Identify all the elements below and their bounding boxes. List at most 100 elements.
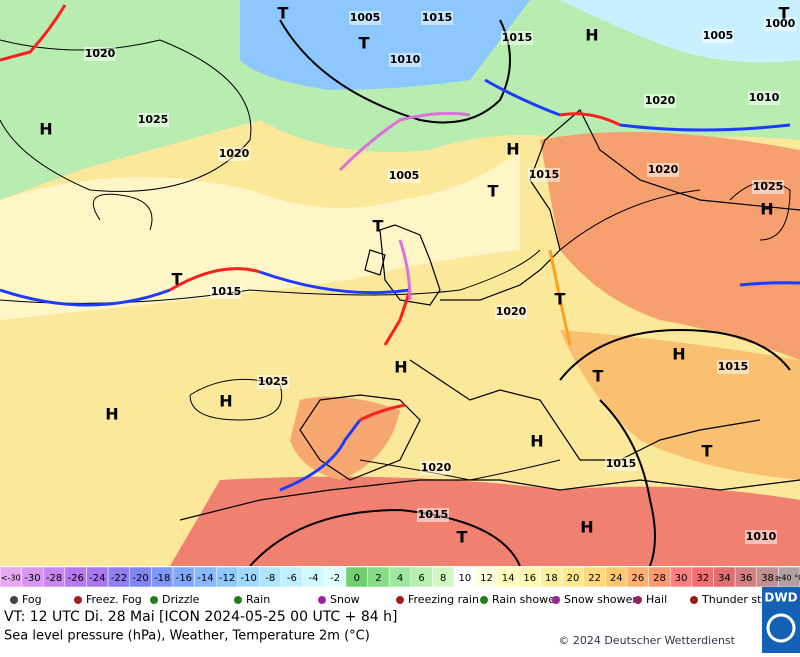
pressure-center: H <box>530 432 543 451</box>
weather-icon <box>318 596 326 604</box>
scale-label: -12 <box>219 573 235 584</box>
pressure-label: 1025 <box>138 113 169 126</box>
pressure-center: H <box>760 200 773 219</box>
pressure-label: 1015 <box>422 11 453 24</box>
pressure-label: 1010 <box>390 53 421 66</box>
scale-label: 20 <box>567 573 580 584</box>
label-bg <box>752 180 784 194</box>
map-labels: 1005 1015 1020 1010 1015 1005 1000 1025 1020 1005… <box>39 4 796 547</box>
scale-label: -22 <box>111 573 127 584</box>
scale-label: -18 <box>154 573 170 584</box>
label-bg <box>417 508 449 522</box>
weather-label: Fog <box>22 593 42 606</box>
weather-icon <box>396 596 404 604</box>
pressure-label: 1015 <box>718 360 749 373</box>
pressure-label: 1025 <box>258 375 289 388</box>
subtitle: Sea level pressure (hPa), Weather, Tempe… <box>4 629 370 644</box>
label-bg <box>528 168 560 182</box>
scale-label: -2 <box>330 573 340 584</box>
scale-label: -24 <box>89 573 105 584</box>
weather-icon <box>480 596 488 604</box>
pressure-label: 1015 <box>606 457 637 470</box>
pressure-center: T <box>359 34 370 53</box>
scale-label: -4 <box>309 573 319 584</box>
scale-label: 8 <box>440 573 446 584</box>
pressure-label: 1005 <box>350 11 381 24</box>
weather-label: Freez. Fog <box>86 593 142 606</box>
label-bg <box>495 305 527 319</box>
pressure-center: H <box>672 345 685 364</box>
pressure-center: T <box>555 290 566 309</box>
pressure-label: 1020 <box>645 94 676 107</box>
pressure-label: 1015 <box>211 285 242 298</box>
label-bg <box>420 461 452 475</box>
pressure-center: H <box>580 518 593 537</box>
scale-label: 6 <box>418 573 424 584</box>
scale-label: 0 <box>354 573 360 584</box>
scale-label: 10 <box>458 573 471 584</box>
pressure-label: 1005 <box>703 29 734 42</box>
scale-label: 30 <box>675 573 688 584</box>
pressure-center: H <box>506 140 519 159</box>
pressure-center: H <box>105 405 118 424</box>
pressure-center: T <box>172 270 183 289</box>
label-bg <box>748 91 780 105</box>
weather-icon <box>234 596 242 604</box>
scale-label: -10 <box>240 573 256 584</box>
label-bg <box>605 457 637 471</box>
pressure-center: T <box>457 528 468 547</box>
pressure-center: H <box>394 358 407 377</box>
label-bg <box>389 53 421 67</box>
label-bg <box>210 285 242 299</box>
weather-label: Rain shower <box>492 593 560 606</box>
pressure-label: 1005 <box>389 169 420 182</box>
pressure-center: H <box>585 26 598 45</box>
pressure-center: H <box>39 120 52 139</box>
label-bg <box>647 163 679 177</box>
pressure-label: 1015 <box>502 31 533 44</box>
weather-icon <box>74 596 82 604</box>
weather-label: Rain <box>246 593 270 606</box>
scale-label: 22 <box>588 573 601 584</box>
scale-label: -16 <box>176 573 192 584</box>
scale-label: -30 <box>24 573 40 584</box>
scale-label: 28 <box>653 573 666 584</box>
copyright: © 2024 Deutscher Wetterdienst <box>558 634 735 647</box>
weather-icon <box>150 596 158 604</box>
scale-label: -6 <box>287 573 297 584</box>
scale-label: 18 <box>545 573 558 584</box>
pressure-label: 1020 <box>496 305 527 318</box>
label-bg <box>501 31 533 45</box>
scale-label: 36 <box>740 573 753 584</box>
label-bg <box>349 11 381 25</box>
scale-label: -28 <box>46 573 62 584</box>
scale-label: 24 <box>610 573 623 584</box>
legend: <-30 -30 -28 -26 -24 -22 -20 -18 -16 -14 -12 -10 -8-… <box>0 566 800 612</box>
scale-label: 4 <box>397 573 403 584</box>
valid-time: VT: 12 UTC Di. 28 Mai [ICON 2024-05-25 0… <box>4 609 397 625</box>
label-bg <box>421 11 453 25</box>
pressure-label: 1010 <box>749 91 780 104</box>
label-bg <box>218 147 250 161</box>
pressure-center: T <box>702 442 713 461</box>
weather-label: Freezing rain <box>408 593 479 606</box>
pressure-label: 1020 <box>85 47 116 60</box>
pressure-center: H <box>219 392 232 411</box>
scale-label: 14 <box>502 573 515 584</box>
scale-label: 2 <box>375 573 381 584</box>
pressure-label: 1000 <box>765 17 796 30</box>
label-bg <box>644 94 676 108</box>
scale-label: <-30 <box>1 574 21 583</box>
pressure-center: T <box>488 182 499 201</box>
label-bg <box>745 530 777 544</box>
label-bg <box>388 169 420 183</box>
scale-label: -20 <box>132 573 148 584</box>
weather-label: Hail <box>646 593 667 606</box>
scale-label: ≥40 °C <box>775 574 800 583</box>
map-background <box>0 0 800 566</box>
weather-icon <box>10 596 18 604</box>
pressure-label: 1025 <box>753 180 784 193</box>
scale-label: 16 <box>523 573 536 584</box>
weather-icon <box>690 596 698 604</box>
